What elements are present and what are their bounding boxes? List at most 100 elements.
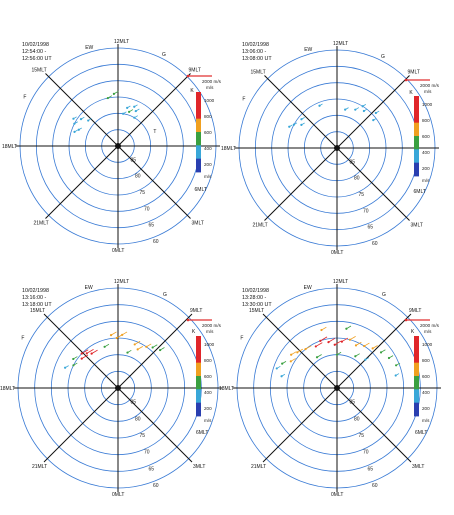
- vector-arrow: [373, 118, 377, 121]
- reference-vector-origin: [404, 78, 408, 82]
- mlt-label-midnight: 0MLT: [331, 250, 343, 256]
- mlt-label-09: 9MLT: [408, 69, 420, 75]
- mlt-label-dawn: 6MLT: [196, 430, 208, 436]
- vector-field: [63, 331, 165, 369]
- reference-vector-unit: m/s: [424, 329, 432, 334]
- vector-arrow: [87, 118, 92, 121]
- color-scale-tick-600: 600: [204, 130, 212, 135]
- color-scale-segment: [196, 376, 201, 390]
- vector-arrow: [121, 331, 128, 336]
- color-scale-segment: [414, 149, 419, 164]
- station-label-f: F: [21, 336, 24, 342]
- panel-title-line-2: 13:16:00 -: [22, 295, 46, 301]
- lat-label-85: 85: [350, 400, 356, 406]
- reference-vector-label: 2000 m/s: [202, 79, 222, 84]
- color-scale-tick-800: 800: [422, 118, 430, 123]
- color-scale-segment: [196, 349, 201, 364]
- color-scale-tick-400: 400: [204, 146, 212, 151]
- vector-arrow: [146, 343, 152, 348]
- mlt-label-midnight: 0MLT: [331, 492, 343, 498]
- lat-label-65: 65: [149, 223, 155, 229]
- vector-arrow: [74, 121, 78, 125]
- mlt-label-03: 3MLT: [411, 223, 423, 229]
- vector-arrow: [122, 111, 127, 115]
- vector-arrow: [127, 349, 132, 353]
- panel-title-line-3: 13:30:00 UT: [242, 302, 272, 308]
- mlt-label-03: 3MLT: [412, 464, 424, 470]
- color-scale-segment: [196, 402, 201, 417]
- vector-arrow: [380, 349, 386, 353]
- vector-arrow: [137, 346, 144, 350]
- mlt-label-21: 21MLT: [32, 464, 47, 470]
- color-scale-segment: [414, 402, 419, 417]
- reference-vector-origin: [404, 318, 408, 322]
- vector-arrow: [297, 348, 303, 353]
- color-scale-tick-200: 200: [204, 162, 212, 167]
- reference-vector: 2000 m/sm/s: [186, 318, 222, 334]
- reference-vector: 2000 m/sm/s: [186, 74, 222, 90]
- station-label-f: F: [240, 336, 243, 342]
- mlt-label-09: 9MLT: [189, 67, 201, 73]
- lat-label-65: 65: [368, 225, 374, 231]
- vector-arrow: [355, 353, 360, 357]
- lat-label-70: 70: [144, 206, 150, 212]
- mlt-label-noon: 12MLT: [114, 279, 129, 285]
- lat-label-70: 70: [144, 450, 150, 456]
- mlt-label-03: 3MLT: [193, 464, 205, 470]
- vector-arrow: [290, 358, 296, 362]
- vector-arrow: [64, 365, 69, 369]
- vector-arrow: [126, 105, 131, 109]
- reference-vector: 2000 m/sm/s: [404, 78, 440, 94]
- vector-arrow: [336, 351, 342, 356]
- vector-arrow: [362, 104, 366, 107]
- vector-arrow: [334, 340, 342, 346]
- station-label-f: F: [23, 95, 26, 101]
- vector-arrow: [104, 343, 110, 348]
- color-scale-tick-800: 800: [422, 358, 430, 363]
- color-scale-tick-800: 800: [204, 358, 212, 363]
- lat-label-60: 60: [153, 239, 159, 245]
- mlt-label-noon: 12MLT: [333, 41, 348, 47]
- color-scale-segment: [414, 109, 419, 124]
- station-label-ew: EW: [304, 47, 312, 53]
- station-label-t: T: [153, 129, 156, 135]
- color-scale-tick-800: 800: [204, 114, 212, 119]
- color-scale-segment: [414, 349, 419, 364]
- pole-marker: [334, 145, 340, 151]
- color-scale-unit: m/s: [422, 418, 430, 423]
- station-label-g: G: [162, 52, 166, 58]
- vector-arrow: [355, 341, 362, 346]
- lat-label-80: 80: [354, 416, 360, 422]
- panel-title-line-1: 10/02/1998: [22, 288, 49, 294]
- mlt-label-noon: 12MLT: [114, 39, 129, 45]
- lat-label-75: 75: [140, 190, 146, 196]
- mlt-label-15: 15MLT: [31, 67, 46, 73]
- color-scale-tick-1000: 1000: [204, 98, 215, 103]
- mlt-label-21: 21MLT: [252, 223, 267, 229]
- lat-label-80: 80: [135, 416, 141, 422]
- panel-title-line-2: 12:54:00 -: [22, 49, 46, 55]
- polar-panel-4: 12MLT 0MLT 18MLT 6MLT 15MLT 9MLT 21MLT 3MLT 85 80…: [219, 279, 441, 498]
- mlt-label-03: 3MLT: [192, 221, 204, 227]
- vector-arrow: [372, 345, 378, 349]
- mlt-label-21: 21MLT: [33, 221, 48, 227]
- vector-arrow: [388, 355, 394, 359]
- color-scale-segment: [196, 105, 201, 120]
- vector-field: [72, 90, 140, 133]
- vector-arrow: [341, 337, 349, 342]
- station-label-k: K: [190, 88, 194, 94]
- vector-field: [288, 103, 380, 128]
- vector-arrow: [107, 95, 113, 99]
- pole-marker: [115, 385, 121, 391]
- vector-arrow: [81, 349, 89, 354]
- vector-arrow: [86, 349, 94, 354]
- vector-arrow: [346, 325, 352, 330]
- lat-label-75: 75: [140, 433, 146, 439]
- color-scale-tick-200: 200: [422, 166, 430, 171]
- color-scale-tick-400: 400: [204, 390, 212, 395]
- mlt-label-midnight: 0MLT: [112, 248, 124, 254]
- color-scale-segment: [196, 92, 201, 106]
- vector-arrow: [301, 116, 305, 120]
- vector-arrow: [290, 351, 297, 356]
- lat-label-65: 65: [149, 466, 155, 472]
